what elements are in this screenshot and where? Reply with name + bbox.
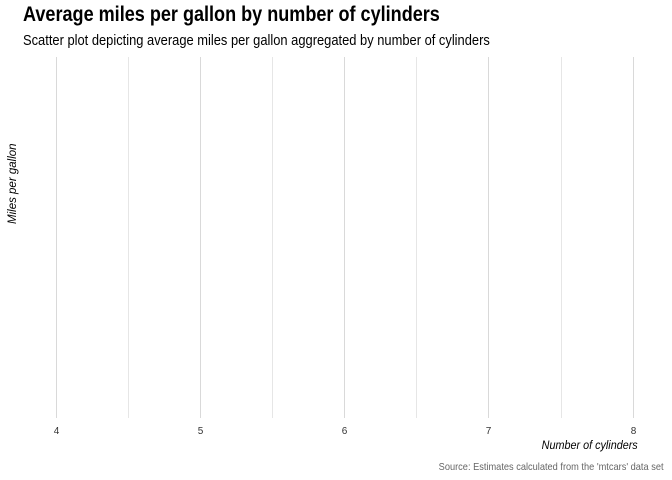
x-tick-label: 4 (54, 426, 60, 437)
x-tick-label: 7 (486, 426, 492, 437)
x-axis-title: Number of cylinders (541, 438, 638, 452)
x-tick-label: 6 (342, 426, 348, 437)
x-tick-label: 8 (631, 426, 637, 437)
chart-subtitle: Scatter plot depicting average miles per… (23, 32, 490, 49)
x-tick-label: 5 (198, 426, 204, 437)
chart-title: Average miles per gallon by number of cy… (23, 3, 440, 26)
chart-caption: Source: Estimates calculated from the 'm… (439, 461, 664, 473)
